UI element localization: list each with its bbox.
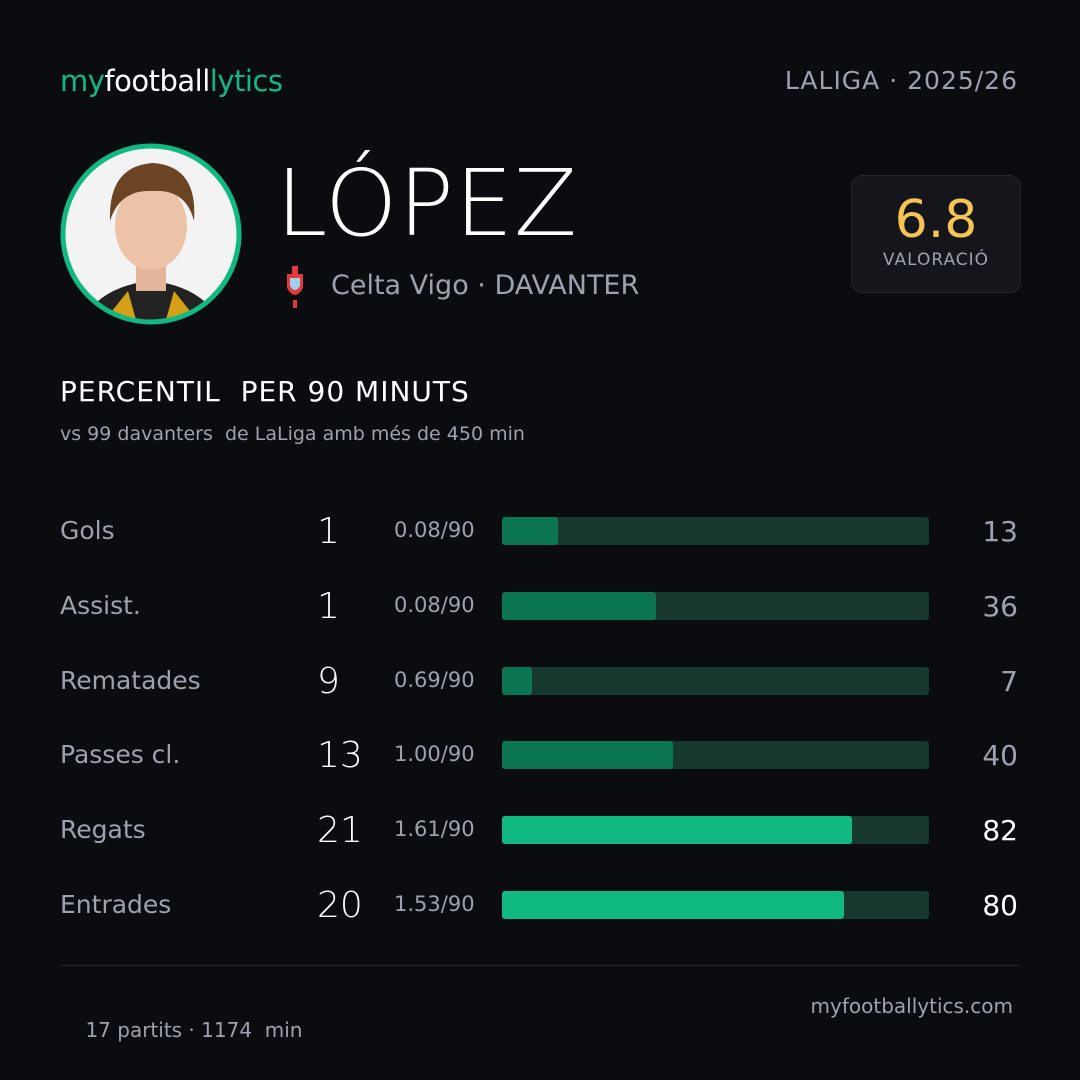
- player-photo: [60, 143, 242, 325]
- stat-per90: 0.08/90: [394, 518, 475, 542]
- stat-label: Gols: [60, 516, 115, 545]
- club: Celta Vigo: [331, 270, 469, 301]
- stat-total: 21: [317, 810, 363, 852]
- logo-part: my: [60, 64, 105, 98]
- logo-part: football: [104, 64, 210, 98]
- rating-label: VALORACIÓ: [882, 250, 990, 270]
- footer-stats: 17 partits · 1174 min: [85, 1018, 303, 1042]
- section-title: PERCENTIL PER 90 MINUTS: [60, 375, 470, 408]
- matches: 17 partits: [85, 1018, 183, 1042]
- stat-total: 1: [317, 511, 340, 552]
- season: 2025/26: [907, 66, 1018, 95]
- stat-total: 20: [317, 885, 363, 926]
- stat-per90: 1.00/90: [394, 742, 475, 767]
- site: myfootballytics.com: [810, 994, 1013, 1018]
- logo: myfootballlytics: [60, 64, 283, 98]
- stat-label: Entrades: [60, 890, 172, 919]
- stat-per90: 0.08/90: [394, 592, 475, 617]
- stat-per90: 1.53/90: [394, 892, 475, 916]
- stat-per90: 1.61/90: [394, 817, 475, 842]
- rating-box: 6.8 VALORACIÓ: [851, 175, 1021, 293]
- position: DAVANTER: [494, 270, 640, 301]
- percentile-bar: [502, 517, 558, 545]
- stat-label: Regats: [60, 815, 146, 845]
- club-position: Celta Vigo · DAVANTER: [331, 270, 640, 301]
- divider: [60, 965, 1020, 966]
- percentile-bar: [502, 591, 656, 620]
- percentile-bar: [502, 891, 844, 919]
- percentile-value: 13: [982, 515, 1018, 548]
- stat-label: Passes cl.: [60, 740, 181, 770]
- player-name: LÓPEZ: [276, 150, 579, 257]
- club-badge: [287, 266, 303, 308]
- stat-label: Assist.: [60, 590, 141, 620]
- section-subtitle: vs 99 davanters de LaLiga amb més de 450…: [60, 423, 525, 445]
- stat-label: Rematades: [60, 665, 201, 695]
- rating: 6.8: [894, 190, 978, 250]
- bar-track: [502, 517, 929, 545]
- league-season: LALIGA · 2025/26: [784, 66, 1018, 95]
- percentile-bar: [502, 741, 673, 770]
- percentile-value: 40: [982, 739, 1018, 773]
- stat-per90: 0.69/90: [394, 667, 475, 692]
- logo-part: lytics: [209, 64, 283, 98]
- league: LALIGA: [784, 66, 881, 95]
- percentile-value: 82: [982, 814, 1018, 848]
- minutes: 1174 min: [201, 1018, 303, 1042]
- stat-total: 9: [317, 660, 340, 702]
- bar-track: [502, 666, 929, 695]
- percentile-bar: [502, 816, 853, 845]
- stat-total: 1: [317, 585, 340, 627]
- percentile-value: 80: [982, 889, 1018, 922]
- percentile-value: 36: [982, 589, 1018, 623]
- percentile-value: 7: [1000, 664, 1018, 698]
- percentile-bar: [502, 666, 532, 695]
- stat-total: 13: [317, 735, 363, 777]
